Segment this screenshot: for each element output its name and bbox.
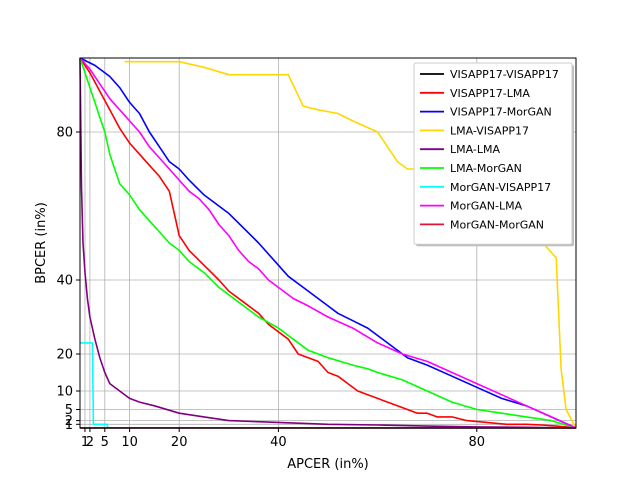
x-tick-label: 80 bbox=[469, 435, 486, 450]
legend-box bbox=[413, 62, 573, 245]
legend: VISAPP17-VISAPP17 VISAPP17-LMA VISAPP17-Mo… bbox=[413, 62, 574, 247]
x-axis-label: APCER (in%) bbox=[287, 457, 369, 472]
y-tick-label: 1 bbox=[65, 418, 73, 433]
series-line-visapp17-lma bbox=[79, 57, 577, 429]
axes-frame bbox=[79, 57, 577, 429]
series-line-lma-lma bbox=[79, 57, 577, 429]
x-tick-label: 5 bbox=[101, 435, 109, 450]
y-tick-label: 5 bbox=[65, 403, 73, 418]
legend-label: VISAPP17-LMA bbox=[450, 87, 530, 100]
y-ticks: 125 10 20 40 80 bbox=[56, 126, 80, 433]
legend-label: VISAPP17-MorGAN bbox=[450, 106, 552, 119]
series-line-morgan-visapp17 bbox=[80, 342, 109, 429]
x-tick-label: 10 bbox=[121, 435, 138, 450]
legend-label: MorGAN-LMA bbox=[450, 200, 523, 213]
legend-label: LMA-MorGAN bbox=[450, 162, 522, 175]
series-line-lma-morgan bbox=[79, 57, 577, 429]
legend-label: LMA-VISAPP17 bbox=[450, 124, 529, 137]
y-tick-label: 80 bbox=[56, 126, 73, 141]
y-axis-label: BPCER (in%) bbox=[34, 202, 49, 284]
legend-label: MorGAN-VISAPP17 bbox=[450, 181, 551, 194]
x-ticks: 12 5 10 20 40 80 bbox=[81, 428, 485, 450]
legend-label: LMA-LMA bbox=[450, 143, 500, 156]
series-line-visapp17-morgan bbox=[79, 57, 577, 429]
y-tick-label: 2 bbox=[65, 414, 73, 429]
x-tick-label: 20 bbox=[171, 435, 188, 450]
series-line-lma-visapp17 bbox=[124, 60, 577, 429]
x-tick-label: 1 bbox=[81, 435, 89, 450]
series-line-morgan-lma bbox=[79, 57, 577, 429]
y-tick-label: 20 bbox=[56, 348, 73, 363]
x-tick-label: 40 bbox=[270, 435, 287, 450]
legend-label: VISAPP17-VISAPP17 bbox=[450, 68, 559, 81]
legend-label: MorGAN-MorGAN bbox=[450, 218, 544, 231]
x-tick-label: 2 bbox=[86, 435, 94, 450]
y-tick-label: 40 bbox=[56, 274, 73, 289]
y-tick-label: 10 bbox=[56, 385, 73, 400]
